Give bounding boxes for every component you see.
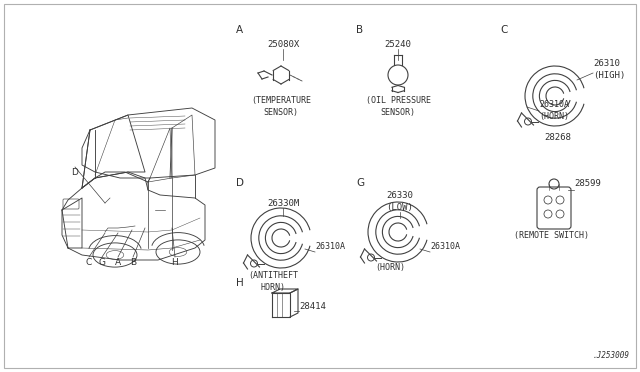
Text: B: B — [130, 258, 136, 267]
Text: 26310A: 26310A — [539, 100, 569, 109]
Text: 28414: 28414 — [299, 302, 326, 311]
Text: .J253009: .J253009 — [593, 351, 630, 360]
Text: (ANTITHEFT: (ANTITHEFT — [248, 271, 298, 280]
Text: 26310A: 26310A — [430, 242, 460, 251]
Text: H: H — [172, 258, 179, 267]
Text: C: C — [86, 258, 92, 267]
Text: A: A — [236, 25, 243, 35]
Text: (HORN): (HORN) — [375, 263, 405, 272]
Text: 28268: 28268 — [545, 133, 572, 142]
Text: H: H — [236, 278, 244, 288]
Text: 26310A: 26310A — [315, 242, 345, 251]
Text: 26330: 26330 — [387, 191, 413, 200]
Text: 26330M: 26330M — [267, 199, 299, 208]
Text: C: C — [500, 25, 508, 35]
Text: G: G — [99, 258, 106, 267]
Text: SENSOR): SENSOR) — [264, 108, 298, 117]
Text: D: D — [72, 168, 79, 177]
Text: D: D — [236, 178, 244, 188]
Text: 25080X: 25080X — [267, 40, 299, 49]
Text: HORN): HORN) — [260, 283, 285, 292]
Text: SENSOR): SENSOR) — [381, 108, 415, 117]
Text: (LOW): (LOW) — [387, 203, 413, 212]
Text: G: G — [356, 178, 364, 188]
Text: (HORN): (HORN) — [539, 112, 569, 121]
Text: (TEMPERATURE: (TEMPERATURE — [251, 96, 311, 105]
Text: A: A — [115, 258, 121, 267]
Text: (REMOTE SWITCH): (REMOTE SWITCH) — [515, 231, 589, 240]
Text: (OIL PRESSURE: (OIL PRESSURE — [365, 96, 431, 105]
Text: 25240: 25240 — [385, 40, 412, 49]
Text: 26310: 26310 — [593, 59, 620, 68]
Text: 28599: 28599 — [574, 179, 601, 188]
Text: (HIGH): (HIGH) — [593, 71, 625, 80]
Text: B: B — [356, 25, 363, 35]
